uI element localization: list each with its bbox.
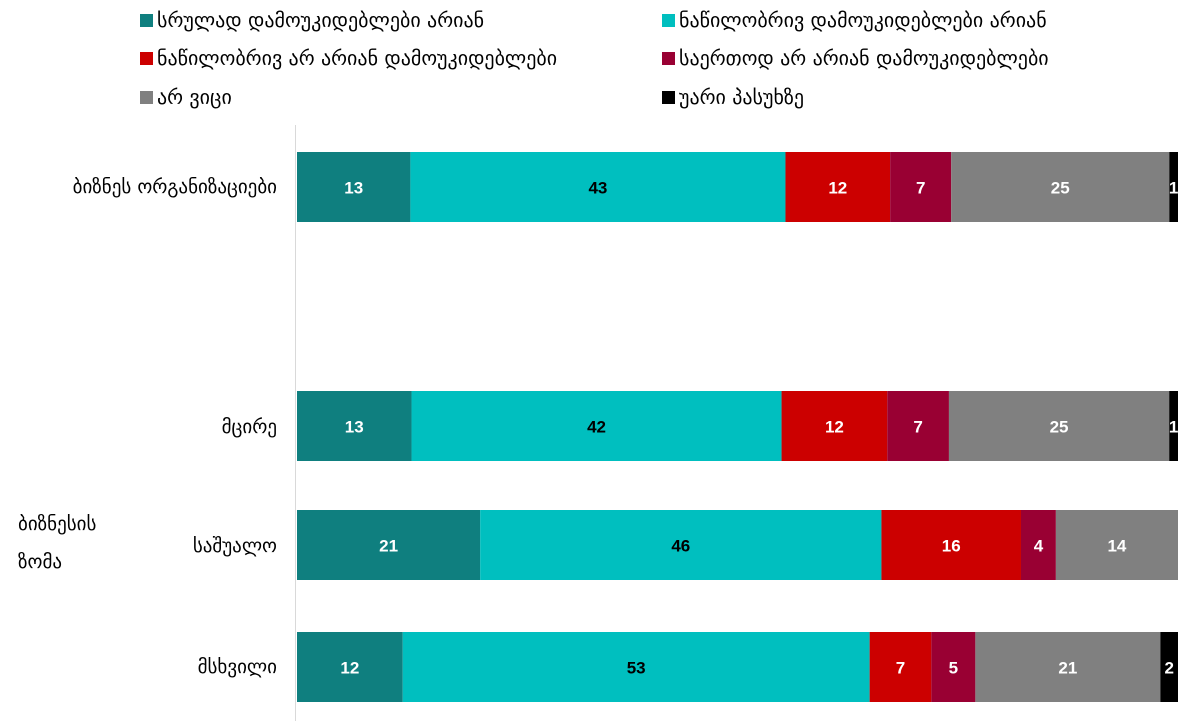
legend-item-partly-not-independent: ნაწილობრივ არ არიან დამოუკიდებლები <box>140 44 557 72</box>
data-label-fully-independent: 13 <box>344 179 363 198</box>
bar-segment-not-independent-at-all <box>887 391 949 461</box>
data-label-partly-not-independent: 7 <box>896 659 905 678</box>
bars: 13 43 12 7 25 1 13 42 12 7 25 1 21 46 16 4 14 12 53 7 5 21 2 <box>297 152 1178 702</box>
legend-label: არ ვიცი <box>157 85 232 109</box>
bar-segment-refused <box>1169 391 1178 461</box>
legend-item-fully-independent: სრულად დამოუკიდებლები არიან <box>140 6 484 34</box>
bar-segment-partly-independent <box>480 510 882 580</box>
bar-segment-partly-not-independent <box>781 391 888 461</box>
bar-segment-not-independent-at-all <box>890 152 952 222</box>
bar-segment-partly-independent <box>402 632 870 702</box>
legend-marker <box>140 90 153 104</box>
bar-segment-dont-know <box>948 391 1170 461</box>
legend-item-not-independent-at-all: საერთოდ არ არიან დამოუკიდებლები <box>662 44 1049 72</box>
bar-segment-partly-not-independent <box>869 632 932 702</box>
bar-segment-partly-not-independent <box>785 152 891 222</box>
legend-marker <box>662 13 675 27</box>
legend-label: საერთოდ არ არიან დამოუკიდებლები <box>679 46 1049 70</box>
bar-medium: 21 46 16 4 14 <box>297 510 1178 580</box>
category-group-label-business-size: ბიზნესის ზომა <box>18 513 97 573</box>
data-label-partly-independent: 42 <box>587 418 606 437</box>
category-label-business-organizations: ბიზნეს ორგანიზაციები <box>72 176 277 198</box>
bar-business-organizations: 13 43 12 7 25 1 <box>297 152 1178 222</box>
legend-item-partly-independent: ნაწილობრივ დამოუკიდებლები არიან <box>662 6 1047 34</box>
legend-marker <box>662 90 675 104</box>
bar-segment-not-independent-at-all <box>1020 510 1056 580</box>
bar-segment-partly-independent <box>411 391 782 461</box>
data-label-dont-know: 14 <box>1107 537 1126 556</box>
bar-segment-partly-independent <box>410 152 786 222</box>
data-label-partly-not-independent: 12 <box>825 418 844 437</box>
bar-segment-dont-know <box>975 632 1161 702</box>
data-label-dont-know: 25 <box>1050 418 1069 437</box>
data-label-dont-know: 21 <box>1058 659 1077 678</box>
bar-segment-fully-independent <box>297 152 411 222</box>
data-label-partly-independent: 53 <box>627 659 646 678</box>
bar-segment-fully-independent <box>297 391 412 461</box>
data-label-partly-not-independent: 12 <box>828 179 847 198</box>
category-label-large: მსხვილი <box>197 656 277 678</box>
bar-small: 13 42 12 7 25 1 <box>297 391 1178 461</box>
legend-label: უარი პასუხზე <box>679 85 805 109</box>
category-label-medium: საშუალო <box>192 535 277 557</box>
data-label-fully-independent: 12 <box>340 659 359 678</box>
bar-segment-refused <box>1169 152 1178 222</box>
legend-item-refused: უარი პასუხზე <box>662 83 804 111</box>
legend-item-dont-know: არ ვიცი <box>140 83 232 111</box>
data-label-not-independent-at-all: 4 <box>1034 537 1044 556</box>
category-label-small: მცირე <box>221 416 277 438</box>
bar-segment-dont-know <box>1055 510 1178 580</box>
bar-segment-fully-independent <box>297 632 403 702</box>
legend-marker <box>140 51 153 65</box>
data-label-not-independent-at-all: 7 <box>916 179 925 198</box>
legend-label: ნაწილობრივ არ არიან დამოუკიდებლები <box>157 46 558 70</box>
data-label-partly-independent: 43 <box>588 179 607 198</box>
data-label-not-independent-at-all: 7 <box>913 418 922 437</box>
data-label-partly-not-independent: 16 <box>942 537 961 556</box>
bar-segment-not-independent-at-all <box>931 632 976 702</box>
data-label-not-independent-at-all: 5 <box>949 659 958 678</box>
data-label-refused: 1 <box>1169 179 1178 198</box>
legend-label: სრულად დამოუკიდებლები არიან <box>157 8 485 32</box>
bar-segment-dont-know <box>951 152 1170 222</box>
data-label-refused: 2 <box>1164 659 1173 678</box>
bar-segment-partly-not-independent <box>881 510 1021 580</box>
legend-label: ნაწილობრივ დამოუკიდებლები არიან <box>679 8 1047 32</box>
legend-marker <box>140 13 153 27</box>
bar-large: 12 53 7 5 21 2 <box>297 632 1178 702</box>
bar-segment-refused <box>1160 632 1178 702</box>
data-label-fully-independent: 13 <box>345 418 364 437</box>
data-label-partly-independent: 46 <box>671 537 690 556</box>
data-label-dont-know: 25 <box>1051 179 1070 198</box>
legend-marker <box>662 51 675 65</box>
data-label-fully-independent: 21 <box>379 537 398 556</box>
data-label-refused: 1 <box>1169 418 1178 437</box>
bar-segment-fully-independent <box>297 510 481 580</box>
